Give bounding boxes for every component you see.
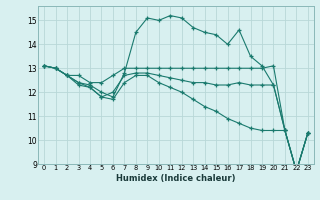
X-axis label: Humidex (Indice chaleur): Humidex (Indice chaleur) bbox=[116, 174, 236, 183]
